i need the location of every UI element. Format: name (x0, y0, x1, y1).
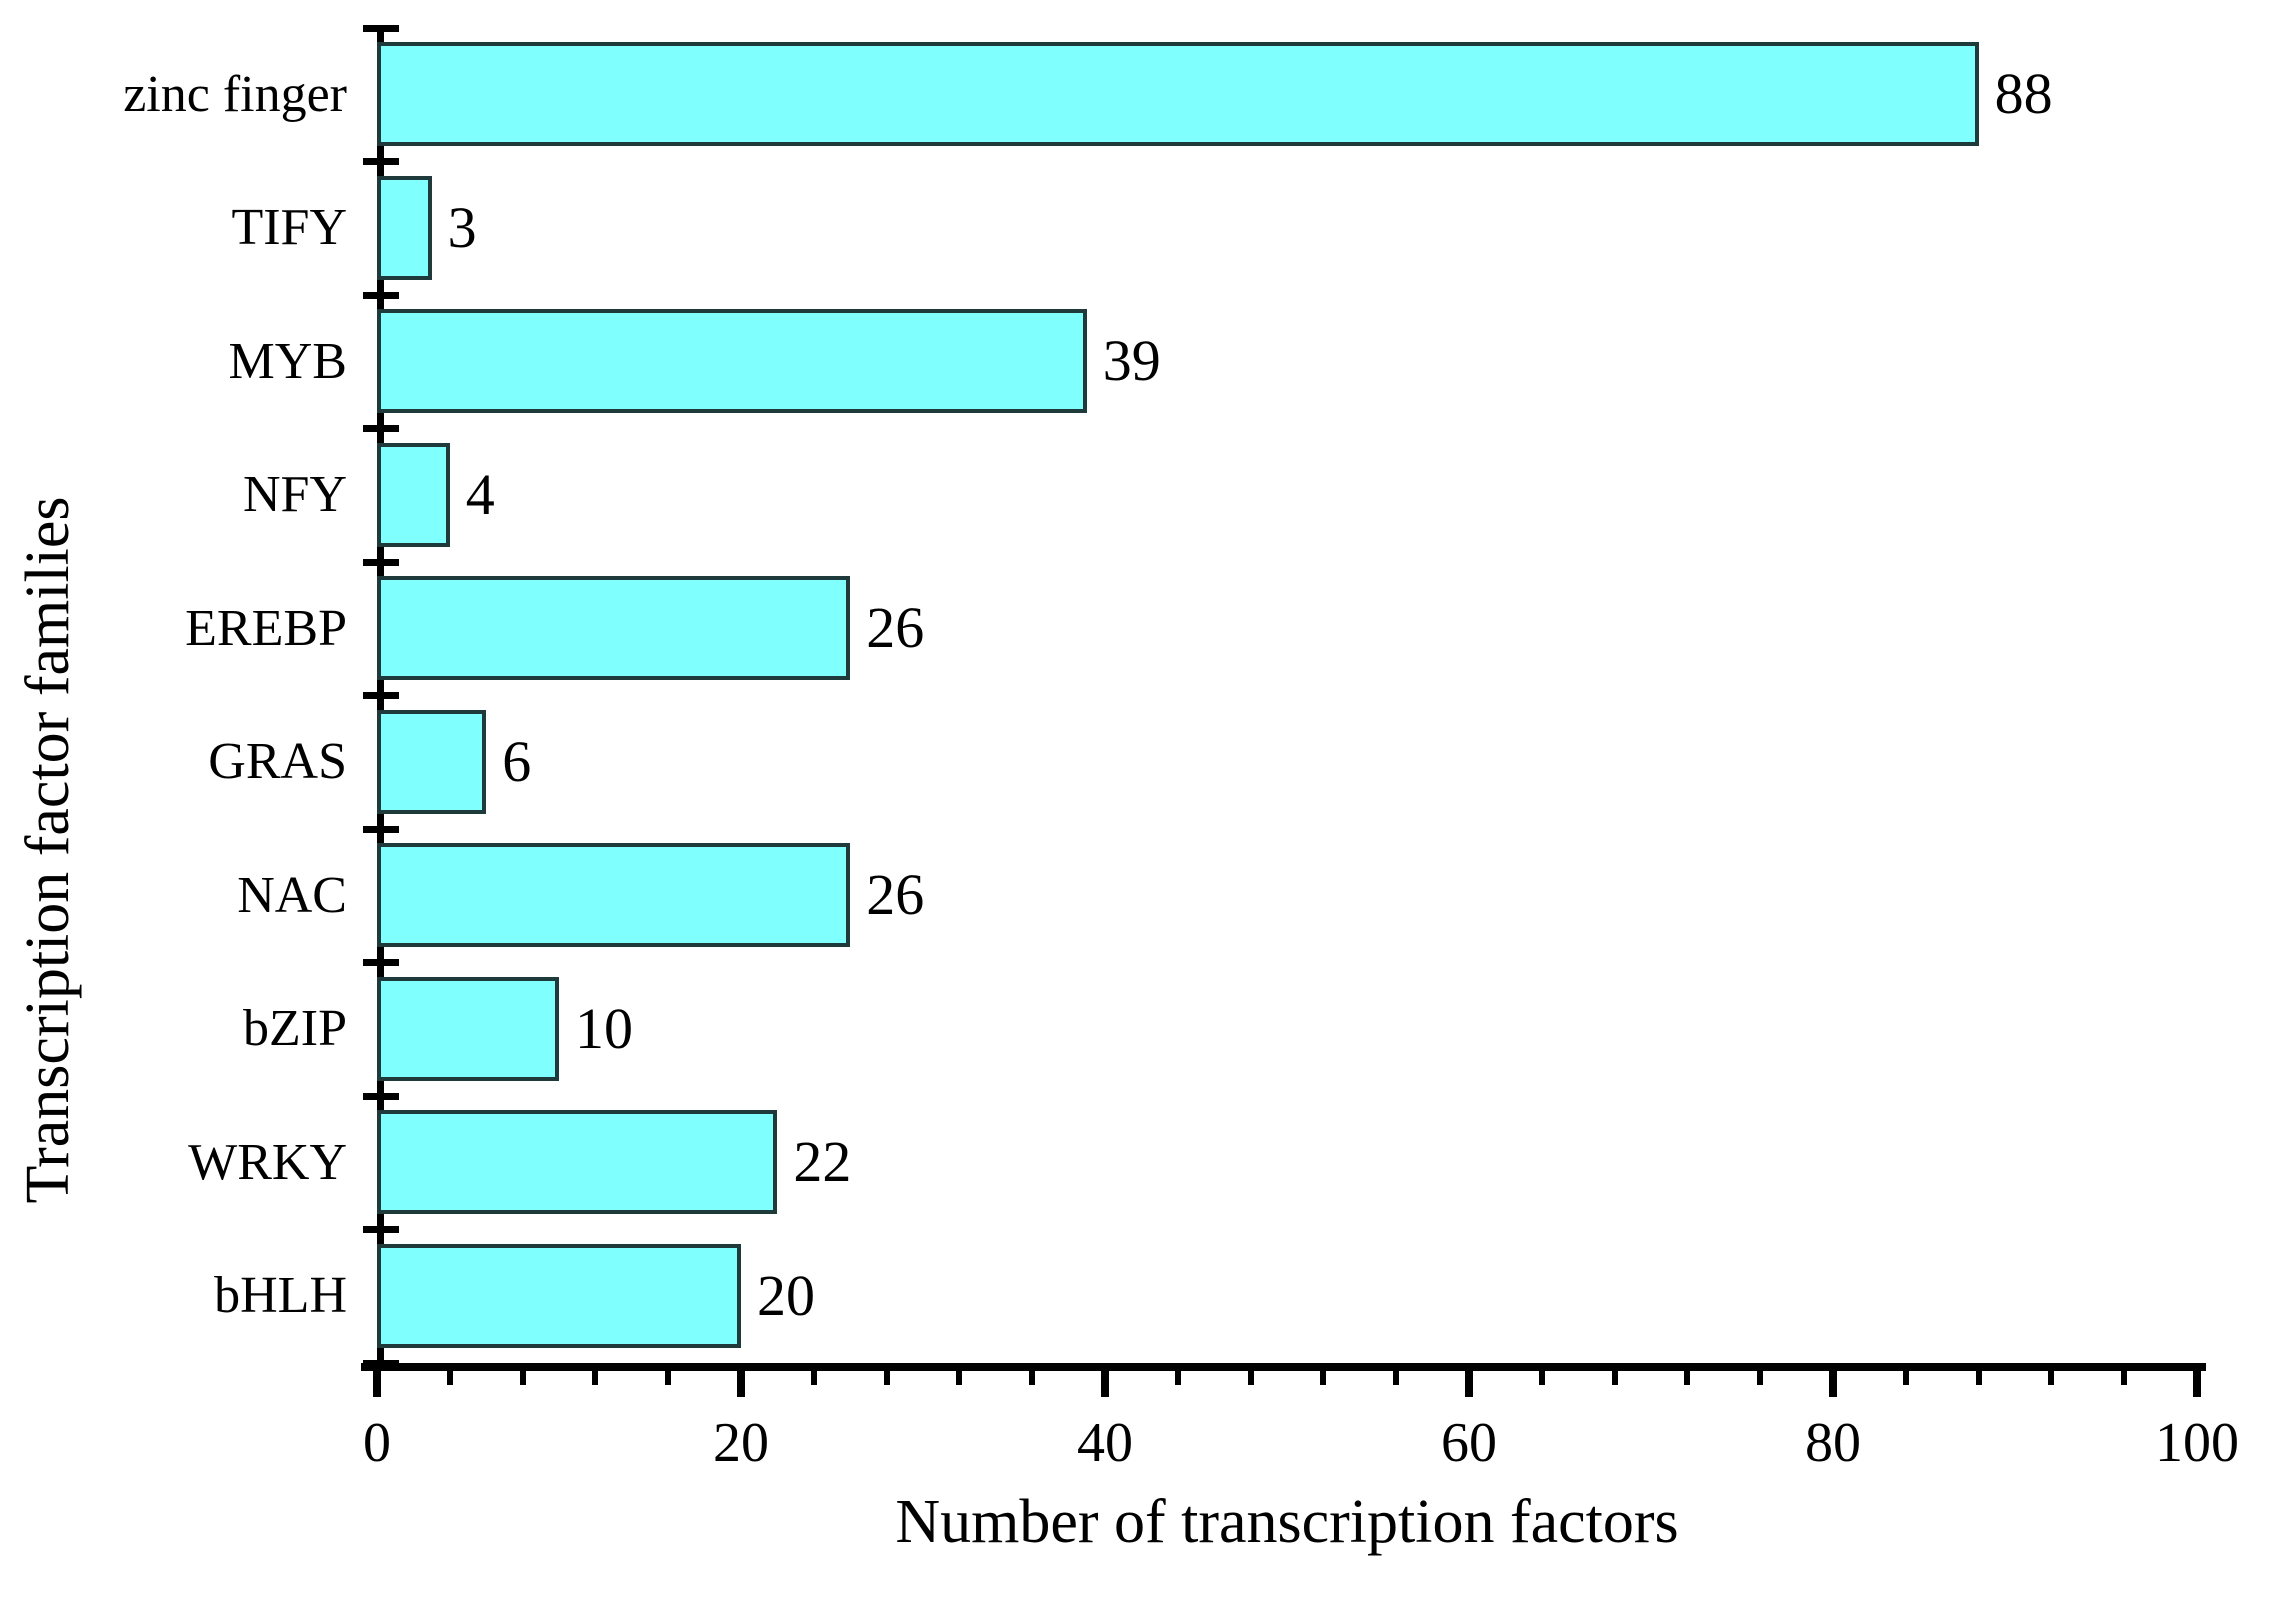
y-axis-tick (363, 24, 399, 32)
x-axis-major-tick (737, 1371, 745, 1397)
x-axis-major-tick (2193, 1371, 2201, 1397)
value-label-tify: 3 (447, 194, 477, 260)
x-tick-label: 40 (1077, 1412, 1133, 1474)
bar-gras (377, 709, 487, 814)
x-axis-line (361, 1363, 2206, 1371)
x-axis-minor-tick (1174, 1371, 1181, 1385)
x-axis-minor-tick (1029, 1371, 1036, 1385)
x-axis-minor-tick (1247, 1371, 1254, 1385)
y-axis-tick (363, 1226, 399, 1233)
x-axis-minor-tick (2121, 1371, 2128, 1385)
x-tick-label: 20 (713, 1412, 769, 1474)
value-label-myb: 39 (1102, 328, 1161, 393)
category-label-bhlh: bHLH (214, 1267, 347, 1325)
bar-bzip (377, 976, 559, 1081)
x-tick-label: 80 (1805, 1412, 1861, 1474)
category-label-myb: MYB (228, 332, 347, 390)
x-axis-minor-tick (1320, 1371, 1327, 1385)
y-axis-tick (363, 692, 399, 699)
category-label-tify: TIFY (231, 199, 347, 257)
x-axis-minor-tick (1757, 1371, 1764, 1385)
x-axis-minor-tick (956, 1371, 963, 1385)
y-axis-tick (363, 1359, 399, 1367)
y-axis-tick (363, 425, 399, 432)
plot-area: 88 zinc finger 3 TIFY 39 MYB 4 NFY 26 EREBP 6 GRAS 2… (123, 24, 2239, 1471)
x-tick-label: 60 (1441, 1412, 1497, 1474)
x-axis-minor-tick (1393, 1371, 1400, 1385)
category-label-nfy: NFY (242, 466, 347, 524)
bar-myb (377, 309, 1087, 413)
y-axis-tick (363, 158, 399, 165)
x-axis-minor-tick (1611, 1371, 1618, 1385)
x-axis-major-tick (373, 1371, 381, 1397)
y-axis-tick (363, 558, 399, 566)
category-label-bzip: bZIP (243, 1000, 347, 1058)
x-axis-minor-tick (592, 1371, 599, 1385)
x-axis-major-tick (1465, 1371, 1473, 1397)
value-label-bhlh: 20 (757, 1262, 815, 1328)
category-label-gras: GRAS (208, 733, 347, 791)
x-axis-minor-tick (1902, 1371, 1909, 1385)
x-axis-minor-tick (883, 1371, 890, 1385)
category-label-zinc-finger: zinc finger (123, 65, 347, 123)
value-label-gras: 6 (502, 728, 532, 794)
bar-nac (377, 843, 851, 947)
y-axis-tick (363, 825, 399, 833)
y-axis-tick (363, 1092, 399, 1100)
x-axis-title: Number of transcription factors (895, 1488, 1679, 1556)
category-label-wrky: WRKY (188, 1133, 347, 1191)
value-label-nac: 26 (866, 862, 925, 927)
x-axis-minor-tick (1538, 1371, 1545, 1385)
value-label-zinc-finger: 88 (1994, 61, 2053, 126)
bar-zinc-finger (377, 42, 1979, 146)
bar-tify (377, 175, 432, 280)
value-label-erebp: 26 (866, 595, 925, 660)
value-label-wrky: 22 (793, 1129, 852, 1194)
value-label-bzip: 10 (575, 995, 633, 1061)
bar-wrky (377, 1110, 778, 1214)
x-axis-minor-tick (2048, 1371, 2055, 1385)
y-axis-tick (363, 291, 399, 299)
x-axis-minor-tick (446, 1371, 453, 1385)
value-label-nfy: 4 (465, 461, 495, 527)
category-label-erebp: EREBP (185, 599, 347, 657)
x-axis-minor-tick (519, 1371, 526, 1385)
x-axis-minor-tick (1975, 1371, 1982, 1385)
x-axis-major-tick (1101, 1371, 1109, 1397)
bar-nfy (377, 442, 450, 547)
x-axis-minor-tick (1684, 1371, 1691, 1385)
x-tick-label: 0 (363, 1412, 391, 1474)
bar-erebp (377, 576, 851, 680)
x-axis-major-tick (1829, 1371, 1837, 1397)
y-axis-tick (363, 959, 399, 966)
x-axis-minor-tick (665, 1371, 672, 1385)
x-axis-minor-tick (810, 1371, 817, 1385)
x-tick-label: 100 (2155, 1412, 2239, 1474)
bar-bhlh (377, 1243, 741, 1348)
category-label-nac: NAC (237, 866, 347, 924)
